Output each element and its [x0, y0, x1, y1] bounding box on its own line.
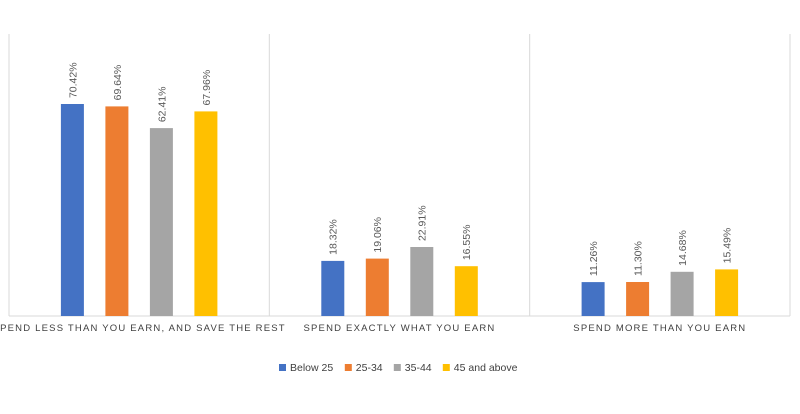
data-label: 16.55%: [461, 225, 473, 261]
data-label: 70.42%: [67, 62, 79, 98]
bar: [454, 266, 478, 316]
data-label: 15.49%: [722, 228, 734, 264]
bars-group: [60, 104, 739, 317]
value-labels-group: 70.42% 69.64% 62.41% 67.96% 18.32% 19.06% 22.9…: [67, 62, 733, 276]
legend-label: 45 and above: [454, 362, 518, 374]
data-label: 11.26%: [588, 241, 600, 276]
bar: [410, 247, 434, 316]
legend-swatch: [344, 364, 352, 371]
data-label: 18.32%: [328, 219, 340, 255]
bar: [581, 282, 605, 316]
legend-swatch: [442, 364, 450, 371]
bar: [365, 258, 389, 316]
bar: [105, 106, 129, 317]
data-label: 19.06%: [372, 217, 384, 253]
legend-label: 35-44: [405, 362, 432, 374]
data-label: 67.96%: [201, 70, 213, 106]
category-label: SPEND EXACTLY WHAT YOU EARN: [303, 323, 495, 334]
bar: [715, 269, 739, 316]
data-label: 22.91%: [417, 205, 429, 241]
bar: [149, 128, 173, 316]
data-label: 69.64%: [112, 65, 124, 101]
bar: [60, 104, 84, 316]
bar: [321, 260, 345, 316]
data-label: 62.41%: [156, 87, 168, 123]
bar: [626, 282, 650, 316]
legend-label: 25-34: [356, 362, 383, 374]
data-label: 14.68%: [677, 230, 689, 266]
legend-label: Below 25: [290, 362, 333, 374]
bar: [670, 271, 694, 316]
category-dividers: [8, 34, 791, 317]
legend-swatch: [279, 364, 286, 371]
category-label: SPEND MORE THAN YOU EARN: [573, 323, 746, 334]
legend: Below 25 25-34 35-44 45 and above: [279, 362, 518, 374]
data-label: 11.30%: [633, 241, 645, 276]
legend-swatch: [393, 364, 401, 371]
bar: [194, 111, 218, 317]
category-labels-group: SPEND LESS THAN YOU EARN, AND SAVE THE R…: [0, 323, 746, 334]
category-label: SPEND LESS THAN YOU EARN, AND SAVE THE R…: [0, 323, 286, 334]
